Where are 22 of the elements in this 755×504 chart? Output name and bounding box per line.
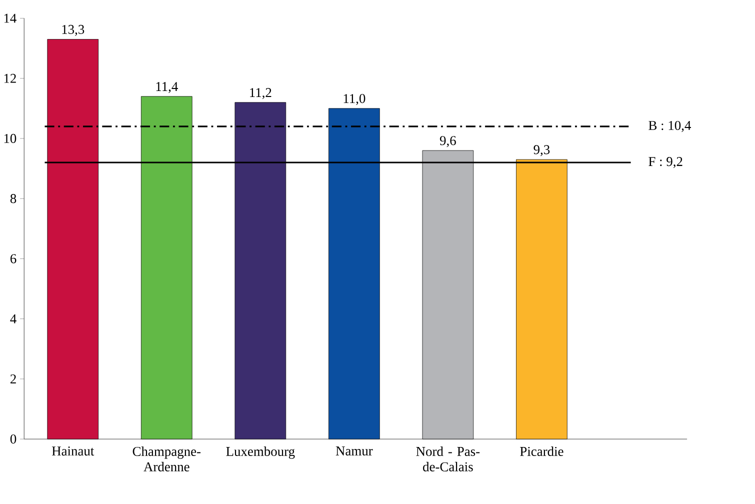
y-tick-label: 12 bbox=[4, 74, 16, 83]
y-tick-label: 8 bbox=[10, 194, 16, 203]
x-tick-label: Namur bbox=[336, 446, 373, 456]
data-label: 13,3 bbox=[62, 24, 84, 36]
y-tick-label: 4 bbox=[10, 314, 16, 324]
data-label: 9,3 bbox=[534, 144, 550, 156]
data-label: 11,2 bbox=[250, 88, 272, 99]
ref-line-label: B : 10,4 bbox=[648, 120, 691, 132]
data-label: 11,0 bbox=[344, 94, 366, 105]
x-tick-label: Champagne-Ardenne bbox=[132, 446, 201, 472]
ref-line-label: F : 9,2 bbox=[648, 156, 682, 168]
y-tick-label: 6 bbox=[10, 254, 16, 264]
y-tick-label: 14 bbox=[4, 14, 16, 22]
y-tick-label: 2 bbox=[10, 374, 16, 384]
x-tick-label: Hainaut bbox=[52, 446, 94, 456]
data-label: 9,6 bbox=[440, 136, 456, 147]
y-tick-label: 10 bbox=[4, 134, 16, 143]
x-tick-label: Nord - Pas-de-Calais bbox=[416, 446, 480, 472]
x-tick-label: Picardie bbox=[520, 446, 564, 456]
y-tick-label: 0 bbox=[10, 434, 16, 444]
x-tick-label: Luxembourg bbox=[226, 446, 295, 459]
data-label: 11,4 bbox=[156, 82, 178, 93]
